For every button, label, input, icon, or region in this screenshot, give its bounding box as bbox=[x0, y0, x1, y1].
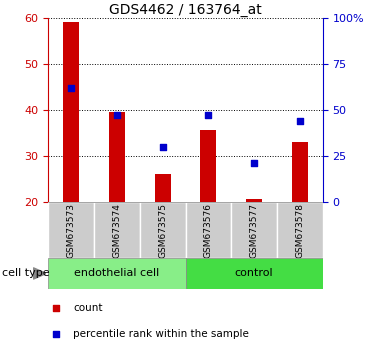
Bar bbox=[63, 22, 79, 202]
Bar bbox=[292, 142, 308, 202]
Bar bbox=[186, 202, 231, 258]
Bar bbox=[48, 202, 94, 258]
Point bbox=[297, 118, 303, 124]
Text: GSM673575: GSM673575 bbox=[158, 204, 167, 258]
Text: cell type: cell type bbox=[2, 268, 49, 279]
Bar bbox=[155, 174, 171, 202]
Bar bbox=[200, 131, 216, 202]
Text: GSM673576: GSM673576 bbox=[204, 204, 213, 258]
Text: control: control bbox=[235, 268, 273, 279]
Point bbox=[206, 113, 211, 118]
Point bbox=[53, 331, 59, 337]
Bar bbox=[48, 258, 186, 289]
Title: GDS4462 / 163764_at: GDS4462 / 163764_at bbox=[109, 3, 262, 17]
Point bbox=[251, 160, 257, 166]
Text: GSM673577: GSM673577 bbox=[250, 204, 259, 258]
Bar bbox=[140, 202, 186, 258]
Text: GSM673574: GSM673574 bbox=[112, 204, 121, 258]
Bar bbox=[94, 202, 140, 258]
Text: GSM673573: GSM673573 bbox=[67, 204, 76, 258]
Polygon shape bbox=[33, 268, 46, 279]
Point bbox=[114, 113, 120, 118]
Bar bbox=[246, 200, 262, 202]
Bar bbox=[277, 202, 323, 258]
Point bbox=[68, 85, 74, 91]
Bar bbox=[109, 112, 125, 202]
Point bbox=[53, 306, 59, 311]
Text: endothelial cell: endothelial cell bbox=[74, 268, 160, 279]
Point bbox=[160, 144, 165, 149]
Bar bbox=[231, 202, 277, 258]
Text: GSM673578: GSM673578 bbox=[295, 204, 304, 258]
Text: count: count bbox=[73, 303, 102, 313]
Bar bbox=[186, 258, 323, 289]
Text: percentile rank within the sample: percentile rank within the sample bbox=[73, 329, 249, 339]
